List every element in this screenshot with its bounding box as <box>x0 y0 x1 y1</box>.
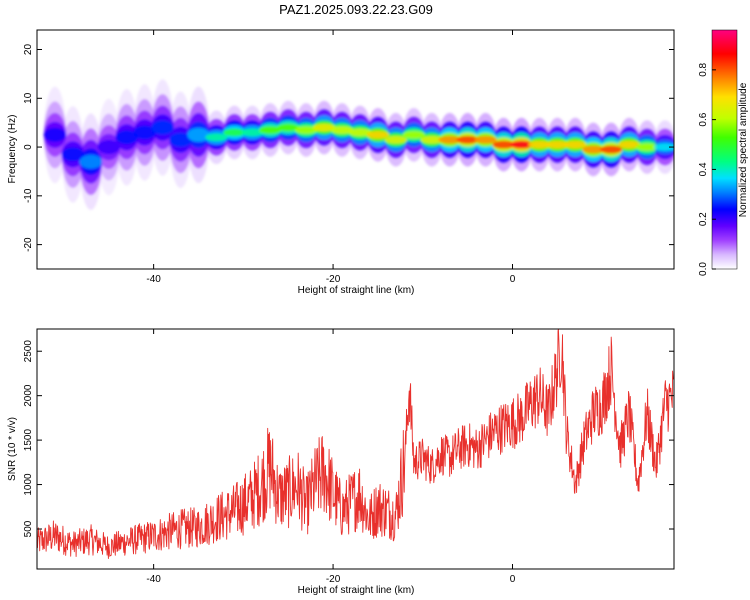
spectrogram-ridge-blob <box>223 128 246 137</box>
spectrogram-ridge-blob <box>366 130 390 139</box>
spectrogram-ridge <box>43 79 674 210</box>
colorbar-tick-label: 0.4 <box>698 162 709 176</box>
spectrogram-axes: -40 -20 0 -20 -10 0 10 20 <box>23 30 674 285</box>
colorbar-ticks: 0.0 0.2 0.4 0.6 0.8 <box>698 29 738 276</box>
spectrogram-y-tick-label: 10 <box>23 92 34 104</box>
spectrogram-ridge-blob <box>348 128 372 137</box>
spectrogram-ridge-blob <box>294 126 318 134</box>
spectrogram-ridge-blob <box>312 123 336 132</box>
colorbar-tick-label: 0.0 <box>698 262 709 276</box>
spectrogram-ridge-blob <box>97 140 120 155</box>
spectrogram-y-tick-label: -10 <box>23 188 34 203</box>
spectrogram-ridge-blob <box>276 123 300 132</box>
spectrogram-ridge-blob <box>151 120 174 135</box>
spectrogram-y-axis-label: Frequency (Hz) <box>7 115 18 184</box>
spectrogram-ridge-blob <box>456 135 479 144</box>
spectrogram-ridge-blob <box>169 132 192 147</box>
spectrogram-x-axis-label: Height of straight line (km) <box>298 285 415 296</box>
spectrogram-ridge-blob <box>617 140 641 149</box>
spectrogram-ridge-blob <box>384 135 408 144</box>
snr-x-axis-label: Height of straight line (km) <box>298 585 415 596</box>
snr-frame <box>36 328 675 570</box>
snr-x-tick-label: 0 <box>510 574 516 585</box>
spectrogram-ridge-blob <box>61 147 85 162</box>
spectrogram-x-tick-label: -40 <box>146 274 161 285</box>
colorbar: 0.0 0.2 0.4 0.6 0.8 Normalized spectral ampl… <box>698 29 749 276</box>
snr-x-tick-label: -40 <box>146 574 161 585</box>
colorbar-frame <box>711 29 738 270</box>
snr-y-axis-label: SNR (10 * v/v) <box>7 417 18 481</box>
spectrogram-ridge-blob <box>653 143 674 151</box>
spectrogram-ridge-blob <box>582 145 605 154</box>
spectrogram-ridge-blob <box>635 143 659 151</box>
spectrogram-ridge-blob <box>510 140 533 149</box>
chart-title: PAZ1.2025.093.22.23.G09 <box>279 2 433 17</box>
spectrogram-ridge-blob <box>474 135 497 144</box>
spectrogram-ridge-blob <box>187 127 210 142</box>
spectrogram-ridge-blob <box>115 130 138 145</box>
colorbar-tick-label: 0.2 <box>698 212 709 226</box>
spectrogram-ridge-blob <box>241 128 264 137</box>
colorbar-gradient <box>712 30 737 269</box>
snr-y-tick-label: 2000 <box>23 384 34 407</box>
spectrogram-ridge-blob <box>205 133 228 142</box>
snr-x-tick-label: -20 <box>326 574 341 585</box>
spectrogram-ridge-blob <box>133 125 156 140</box>
spectrogram-x-tick-label: -20 <box>326 274 341 285</box>
snr-series-line <box>37 329 674 559</box>
spectrogram-ridge-blob <box>330 126 354 134</box>
spectrogram-ridge-blob <box>79 154 103 169</box>
spectrogram-ridge-blob <box>564 140 587 149</box>
spectrogram-ridge-blob <box>492 140 515 149</box>
snr-panel: -40 -20 0 500 1000 1500 2000 2500 Height of str… <box>7 328 675 596</box>
spectrogram-ridge-blob <box>259 126 282 134</box>
snr-y-tick-label: 1500 <box>23 429 34 452</box>
spectrogram-ridge-blob <box>438 135 461 144</box>
spectrogram-ridge-blob <box>528 140 551 149</box>
spectrogram-ridge-blob <box>546 140 569 149</box>
snr-y-tick-label: 1000 <box>23 473 34 496</box>
colorbar-label: Normalized spectral amplitude <box>738 82 749 217</box>
spectrogram-ridge-blob <box>402 130 426 139</box>
spectrogram-ridge-blob <box>420 135 443 144</box>
spectrogram-ridge-blob <box>599 145 623 154</box>
spectrogram-y-tick-label: -20 <box>23 237 34 252</box>
spectrogram-x-tick-label: 0 <box>510 274 516 285</box>
colorbar-tick-label: 0.8 <box>698 62 709 76</box>
snr-y-tick-label: 500 <box>23 520 34 537</box>
spectrogram-ridge-blob <box>43 127 67 142</box>
spectrogram-y-tick-label: 0 <box>23 144 34 150</box>
spectrogram-panel: -40 -20 0 -20 -10 0 10 20 Height of straight li… <box>7 29 675 296</box>
colorbar-tick-label: 0.6 <box>698 112 709 126</box>
spectrogram-y-tick-label: 20 <box>23 44 34 56</box>
snr-y-tick-label: 2500 <box>23 340 34 363</box>
spectrogram-frame <box>36 29 675 270</box>
snr-axes: -40 -20 0 500 1000 1500 2000 2500 <box>23 329 674 585</box>
